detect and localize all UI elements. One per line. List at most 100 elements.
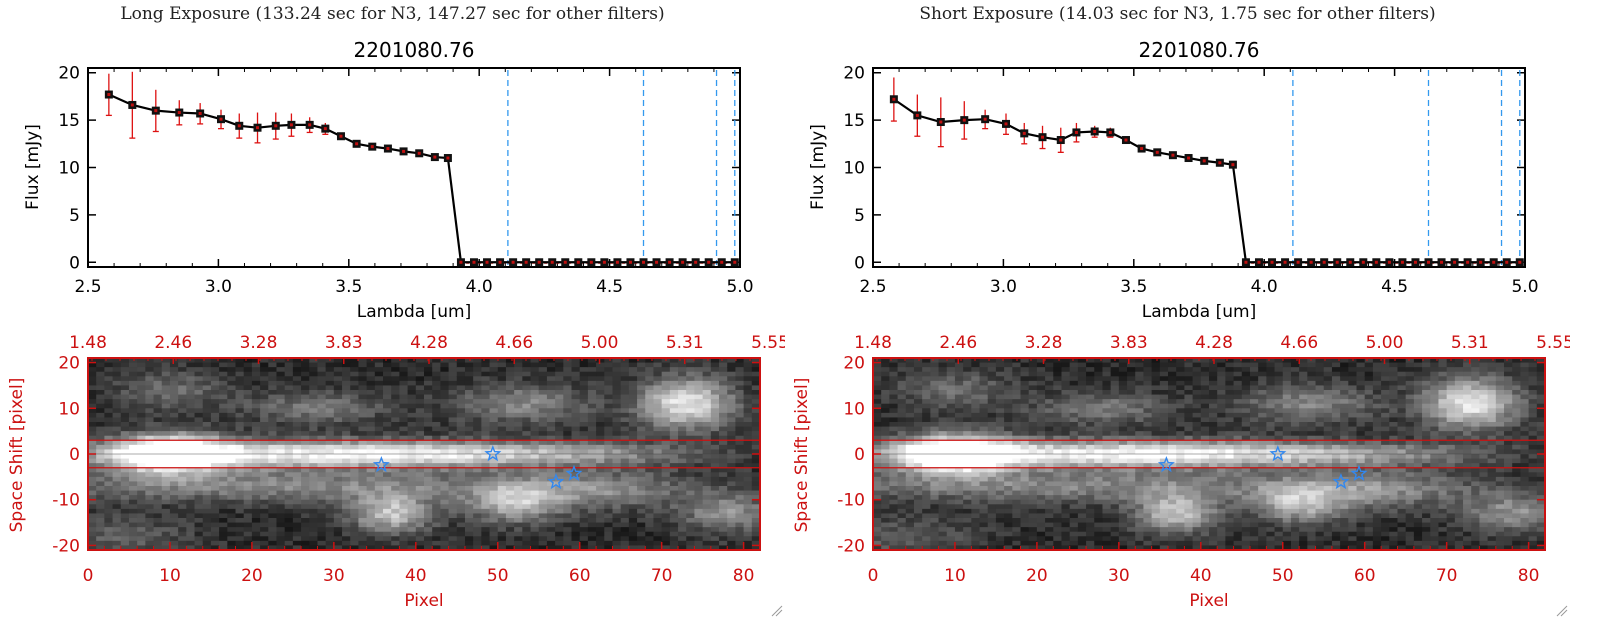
data-point-center: [537, 260, 541, 264]
data-point-center: [198, 111, 202, 115]
y-tick-label: 20: [843, 64, 865, 84]
image-top-tick-label: 5.31: [666, 333, 704, 353]
data-point-center: [1309, 260, 1313, 264]
data-point-center: [939, 120, 943, 124]
image-x-tick-label: 80: [1518, 566, 1540, 586]
data-point-center: [1400, 260, 1404, 264]
data-point-center: [962, 118, 966, 122]
data-point-center: [589, 260, 593, 264]
x-tick-label: 5.0: [1511, 277, 1538, 297]
data-point-center: [1322, 260, 1326, 264]
data-point-center: [733, 260, 737, 264]
image-x-tick-label: 80: [733, 566, 755, 586]
x-tick-label: 5.0: [726, 277, 753, 297]
y-tick-label: 0: [69, 253, 80, 273]
data-point-center: [274, 124, 278, 128]
source-star-marker: [1157, 456, 1175, 473]
data-point-center: [323, 127, 327, 131]
data-point-center: [1108, 130, 1112, 134]
data-point-center: [655, 260, 659, 264]
data-point-center: [339, 134, 343, 138]
image-y-tick-label: 20: [58, 354, 80, 374]
data-point-center: [1348, 260, 1352, 264]
data-point-center: [485, 260, 489, 264]
data-point-center: [498, 260, 502, 264]
x-tick-label: 4.0: [1251, 277, 1278, 297]
source-star-marker: [1350, 464, 1368, 481]
image-top-tick-label: 2.46: [154, 333, 192, 353]
image-top-tick-label: 2.46: [939, 333, 977, 353]
data-point-center: [1270, 260, 1274, 264]
spectral-image: [88, 358, 761, 551]
image-x-tick-label: 70: [651, 566, 673, 586]
image-x-tick-label: 40: [1190, 566, 1212, 586]
image-top-tick-label: 3.28: [240, 333, 278, 353]
data-point-center: [1257, 260, 1261, 264]
data-point-center: [1218, 161, 1222, 165]
x-tick-label: 3.0: [205, 277, 232, 297]
data-point-center: [694, 260, 698, 264]
data-point-center: [130, 103, 134, 107]
image-x-tick-label: 10: [159, 566, 181, 586]
image-top-tick-label: 1.48: [69, 333, 107, 353]
x-tick-label: 4.5: [596, 277, 623, 297]
data-point-center: [370, 145, 374, 149]
spectrum-y-axis-label: Flux [mJy]: [23, 124, 43, 210]
data-point-center: [1093, 129, 1097, 133]
source-star-marker: [547, 472, 565, 490]
image-top-tick-label: 4.66: [495, 333, 533, 353]
resize-grip-icon: [775, 609, 783, 617]
image-x-axis-label: Pixel: [1189, 591, 1228, 611]
data-point-center: [1202, 159, 1206, 163]
data-point-center: [433, 155, 437, 159]
image-x-tick-label: 50: [487, 566, 509, 586]
image-x-tick-label: 50: [1272, 566, 1294, 586]
image-y-axis-label: Space Shift [pixel]: [792, 378, 812, 533]
spectrum-y-axis-label: Flux [mJy]: [808, 124, 828, 210]
data-point-center: [915, 113, 919, 117]
resize-grip-icon: [1556, 605, 1568, 617]
data-point-center: [628, 260, 632, 264]
data-point-center: [289, 123, 293, 127]
data-point-center: [1492, 260, 1496, 264]
data-point-center: [511, 260, 515, 264]
data-point-center: [177, 111, 181, 115]
data-point-center: [668, 260, 672, 264]
image-y-tick-label: 20: [843, 354, 865, 374]
data-point-center: [1453, 260, 1457, 264]
data-point-center: [256, 126, 260, 130]
exposure-title: Long Exposure (133.24 sec for N3, 147.27…: [120, 4, 665, 24]
y-tick-label: 0: [854, 253, 865, 273]
data-point-center: [107, 93, 111, 97]
image-y-tick-label: 0: [854, 445, 865, 465]
short-exposure-panel: Short Exposure (14.03 sec for N3, 1.75 s…: [785, 0, 1570, 630]
image-top-tick-label: 5.31: [1451, 333, 1489, 353]
y-tick-label: 10: [58, 159, 80, 179]
x-tick-label: 3.5: [1120, 277, 1147, 297]
x-tick-label: 4.5: [1381, 277, 1408, 297]
spectral-image: [873, 358, 1546, 551]
data-point-center: [1187, 156, 1191, 160]
object-id-title: 2201080.76: [1139, 38, 1260, 62]
data-point-center: [1022, 131, 1026, 135]
data-point-center: [1244, 260, 1248, 264]
source-star-marker: [1332, 472, 1350, 490]
source-star-marker: [484, 445, 502, 462]
image-x-tick-label: 70: [1436, 566, 1458, 586]
x-tick-label: 2.5: [859, 277, 886, 297]
image-y-tick-label: -20: [52, 536, 80, 556]
image-y-axis-label: Space Shift [pixel]: [7, 378, 27, 533]
image-top-tick-label: 5.55: [1536, 333, 1570, 353]
image-y-tick-label: 10: [843, 399, 865, 419]
image-x-tick-label: 30: [1108, 566, 1130, 586]
data-point-center: [472, 260, 476, 264]
data-point-center: [1296, 260, 1300, 264]
image-top-tick-label: 4.28: [1195, 333, 1233, 353]
y-tick-label: 5: [854, 206, 865, 226]
x-tick-label: 3.0: [990, 277, 1017, 297]
data-point-center: [615, 260, 619, 264]
data-point-center: [642, 260, 646, 264]
image-top-tick-label: 5.00: [581, 333, 619, 353]
resize-grip-icon: [1560, 609, 1568, 617]
y-tick-label: 5: [69, 206, 80, 226]
